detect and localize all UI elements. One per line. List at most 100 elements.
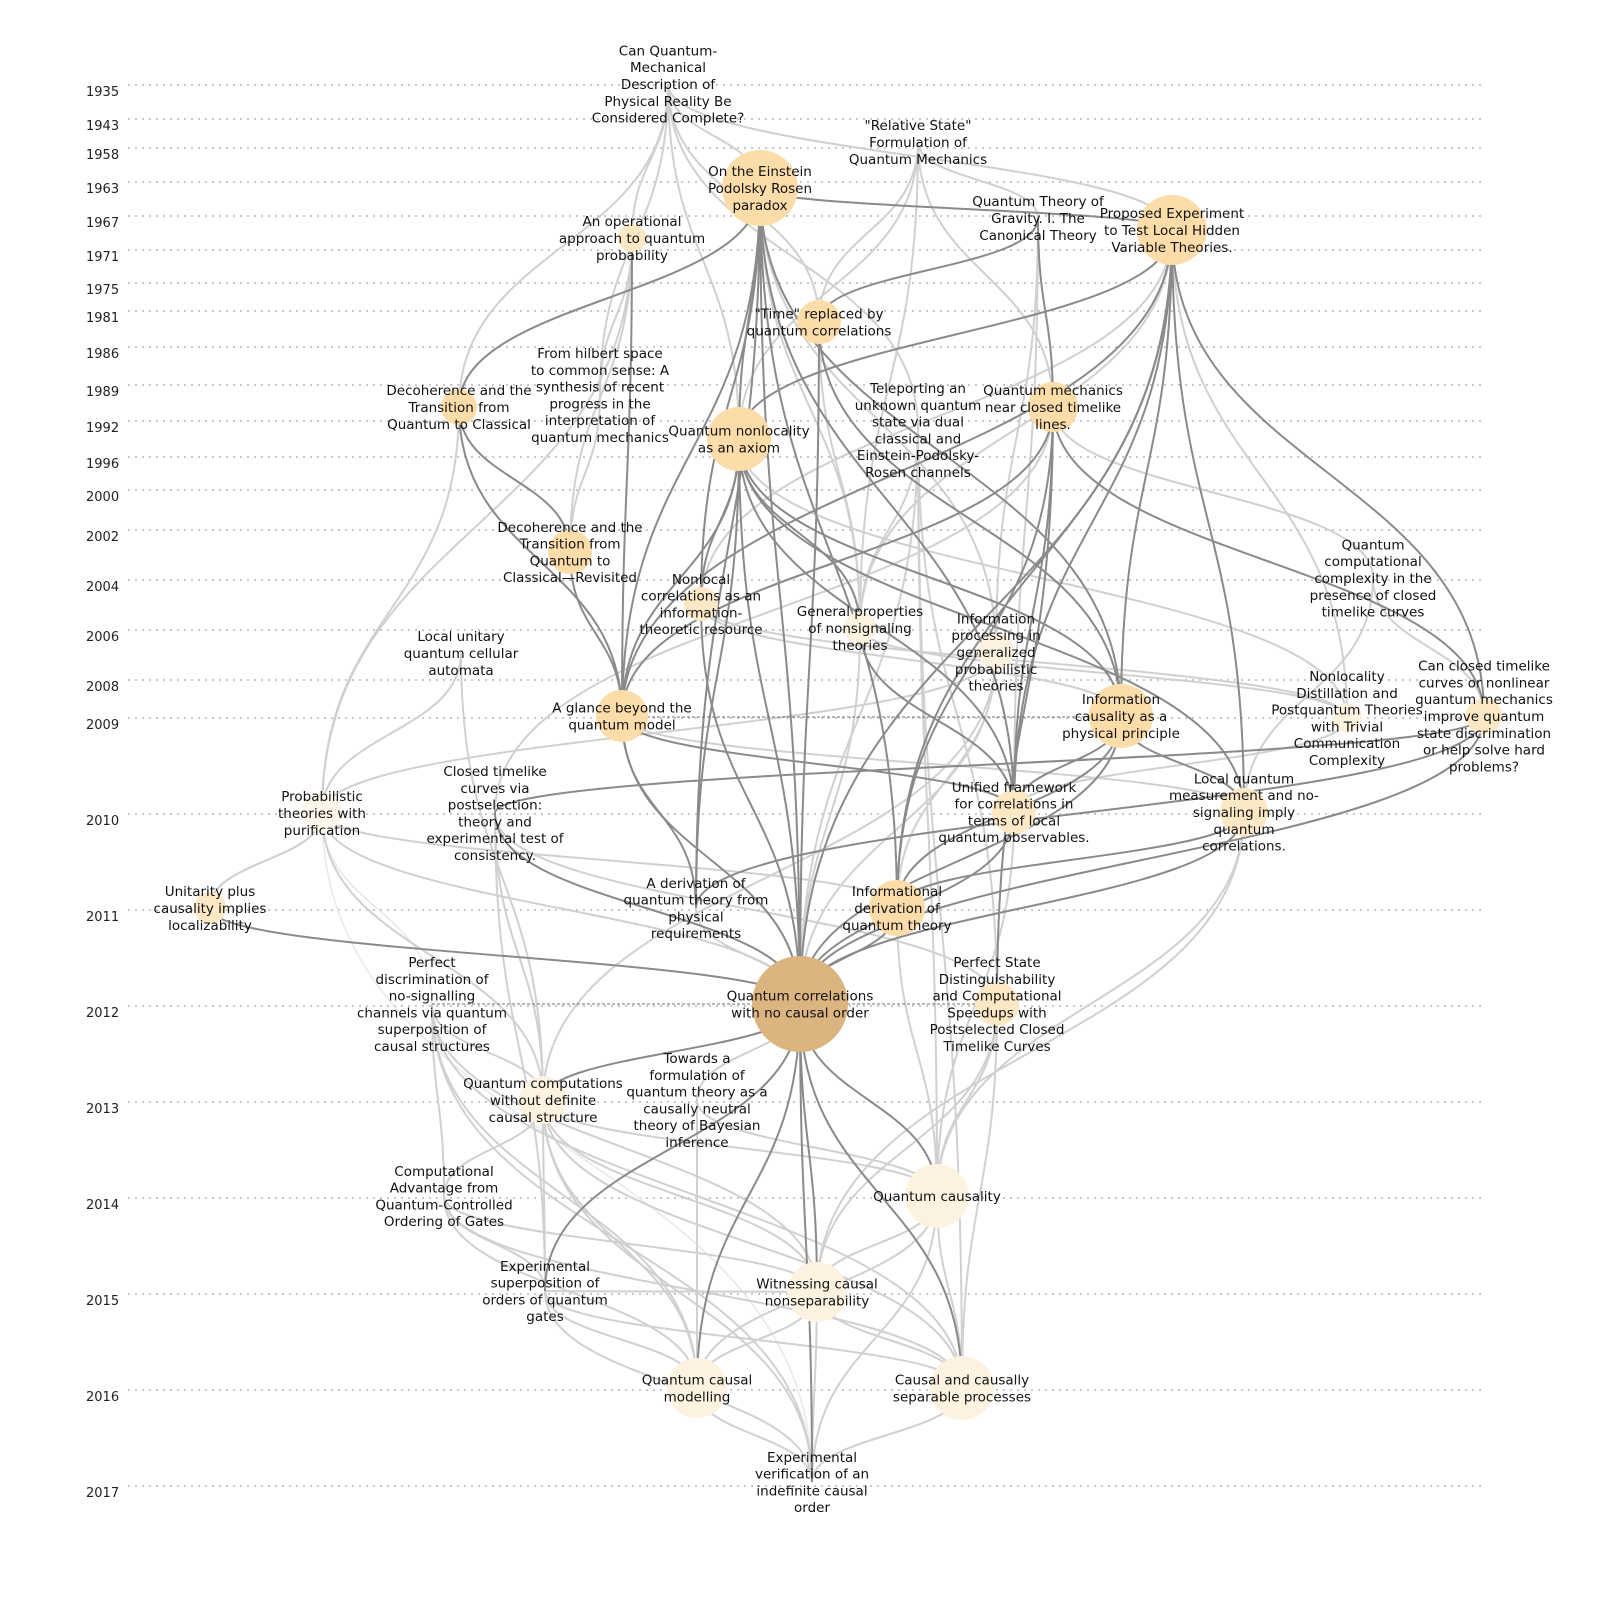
paper-node-n36[interactable]: Quantum causality: [873, 1164, 1001, 1228]
paper-node-circle[interactable]: [618, 224, 646, 252]
paper-title-line: theory of Bayesian: [634, 1118, 761, 1134]
citation-edge: [1013, 217, 1039, 813]
paper-node-circle[interactable]: [596, 690, 648, 742]
paper-title-line: quantum mechanics: [531, 430, 669, 446]
paper-node-circle[interactable]: [1466, 698, 1502, 734]
paper-node-circle[interactable]: [787, 1262, 847, 1322]
paper-node-circle[interactable]: [194, 892, 226, 924]
paper-title-line: Proposed Experiment: [1100, 206, 1244, 222]
paper-title-line: theories: [968, 679, 1023, 695]
paper-title-line: Perfect: [408, 955, 455, 971]
paper-node-circle[interactable]: [930, 1356, 994, 1420]
paper-title-line: localizability: [168, 918, 252, 934]
paper-node-circle[interactable]: [684, 587, 718, 621]
citation-edge: [542, 1099, 963, 1389]
paper-node-circle[interactable]: [797, 300, 841, 344]
paper-node-circle[interactable]: [667, 1358, 727, 1418]
paper-title-line: Speedups with: [947, 1005, 1046, 1021]
paper-title-line: Quantum-Controlled: [375, 1197, 512, 1213]
paper-node-circle[interactable]: [302, 793, 342, 833]
paper-node-circle[interactable]: [992, 790, 1036, 834]
citation-edge: [1120, 229, 1173, 717]
paper-node-circle[interactable]: [1332, 703, 1362, 733]
paper-title-line: curves or nonlinear: [1419, 675, 1550, 691]
paper-node-circle[interactable]: [975, 982, 1019, 1026]
paper-title-line: Classical—Revisited: [503, 570, 637, 586]
paper-node-circle[interactable]: [869, 880, 925, 936]
paper-title-line: physical: [668, 909, 723, 925]
citation-edge: [667, 83, 919, 431]
paper-title-line: automata: [428, 663, 493, 679]
paper-title-line: channels via quantum: [357, 1005, 507, 1021]
paper-title-line: theory and: [458, 814, 532, 830]
citation-edge: [995, 217, 1039, 653]
year-label-2006: 2006: [86, 630, 119, 645]
paper-node-circle[interactable]: [752, 956, 848, 1052]
citation-edge: [700, 229, 1173, 605]
paper-node-circle[interactable]: [722, 150, 798, 226]
paper-title-line: Formulation of: [869, 135, 968, 151]
paper-node-circle[interactable]: [905, 1164, 969, 1228]
citation-edge: [799, 1003, 963, 1389]
paper-node-circle[interactable]: [1137, 195, 1207, 265]
paper-node-circle[interactable]: [844, 612, 876, 644]
year-label-1989: 1989: [86, 385, 119, 400]
year-label-2000: 2000: [86, 490, 119, 505]
paper-title-line: computational: [1324, 554, 1421, 570]
paper-node-circle[interactable]: [1028, 382, 1078, 432]
year-label-1943: 1943: [86, 119, 119, 134]
year-label-2004: 2004: [86, 580, 119, 595]
paper-node-circle[interactable]: [707, 407, 771, 471]
paper-node-circle[interactable]: [519, 1076, 567, 1124]
paper-title-line: interpretation of: [545, 413, 657, 429]
paper-title-line: with no causal order: [731, 1005, 869, 1021]
paper-node-circle[interactable]: [441, 389, 477, 425]
paper-node-circle[interactable]: [978, 634, 1014, 670]
paper-node-circle[interactable]: [1220, 788, 1268, 836]
paper-node-circle[interactable]: [1089, 684, 1153, 748]
paper-title-line: Nonlocality: [1309, 669, 1384, 685]
paper-title-line: state via dual: [872, 415, 964, 431]
paper-node-circle[interactable]: [548, 530, 592, 574]
